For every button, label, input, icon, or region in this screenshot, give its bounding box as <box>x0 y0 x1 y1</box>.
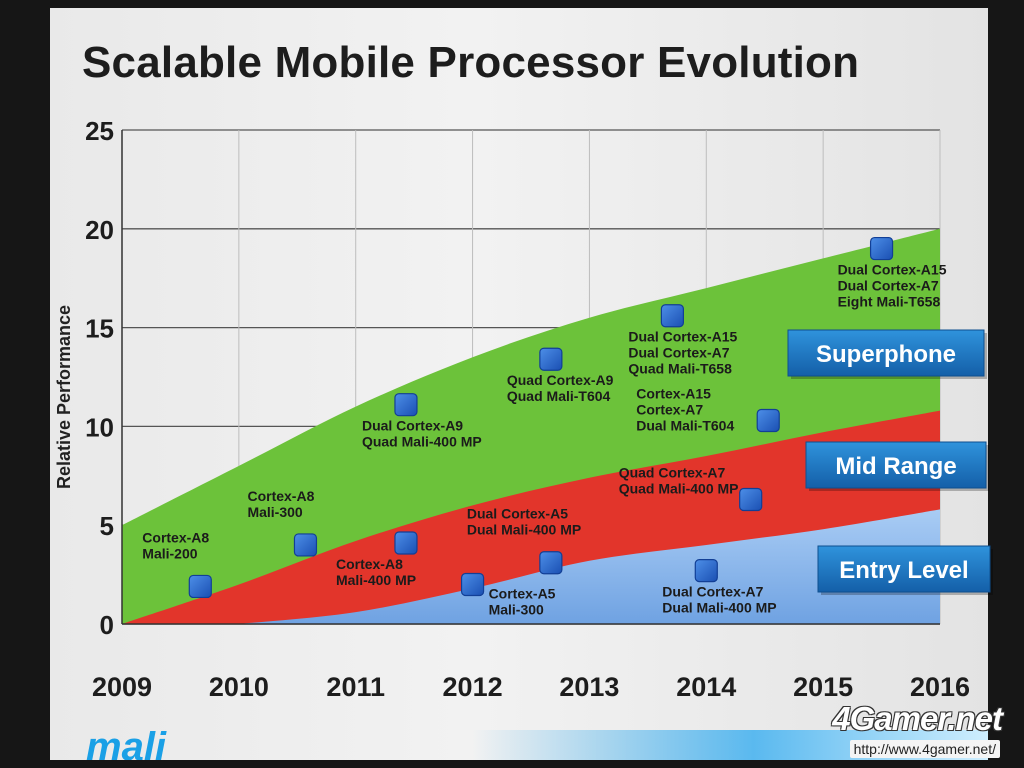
data-point-label-line: Quad Cortex-A7 <box>619 465 726 481</box>
data-point-marker <box>539 347 563 371</box>
area-layer <box>122 228 940 625</box>
data-point-label-line: Mali-300 <box>247 504 302 520</box>
y-tick-label: 25 <box>85 116 114 146</box>
data-point-label: Dual Cortex-A9 Quad Mali-400 MP <box>362 418 482 450</box>
chart-title: Scalable Mobile Processor Evolution <box>82 38 860 87</box>
data-point-label-line: Quad Mali-400 MP <box>362 434 482 450</box>
data-point-label-line: Dual Cortex-A9 <box>362 418 463 434</box>
legend-box-mid-range <box>805 441 987 489</box>
data-point-marker <box>660 304 684 328</box>
data-point-label-line: Cortex-A8 <box>247 488 314 504</box>
data-point-label: Dual Cortex-A5 Dual Mali-400 MP <box>467 506 581 538</box>
data-point-marker <box>539 551 563 575</box>
watermark-url: http://www.4gamer.net/ <box>849 740 1000 758</box>
data-point-label-line: Dual Mali-400 MP <box>467 522 581 538</box>
data-point-marker <box>460 572 485 597</box>
data-point-label-line: Cortex-A7 <box>636 401 703 417</box>
data-point-marker <box>756 408 780 433</box>
data-point-label-line: Mali-400 MP <box>336 572 416 588</box>
x-tick-label: 2015 <box>793 672 853 702</box>
mali-logo: mali <box>86 725 167 760</box>
y-tick-label: 0 <box>100 610 114 640</box>
data-point-label-line: Dual Cortex-A7 <box>662 584 763 600</box>
data-point-label-line: Dual Cortex-A5 <box>467 506 568 522</box>
data-point-marker <box>394 393 418 417</box>
data-point-label-line: Dual Cortex-A15 <box>628 329 737 345</box>
data-point-marker <box>394 531 418 555</box>
data-point-label-line: Quad Mali-400 MP <box>619 481 739 497</box>
area-entry-level <box>238 509 940 624</box>
watermark-brand: 4Gamer.net <box>832 700 1003 737</box>
data-point-label-line: Dual Mali-T604 <box>636 417 734 433</box>
x-tick-label: 2011 <box>326 672 385 702</box>
x-tick-label: 2016 <box>910 672 970 702</box>
legend-label: Entry Level <box>839 557 968 584</box>
data-point-label-line: Quad Mali-T658 <box>628 361 732 377</box>
data-point-label: Dual Cortex-A15 Dual Cortex-A7 Eight Mali-… <box>838 262 947 310</box>
x-tick-label: 2009 <box>92 672 152 702</box>
legend: Superphone Mid Range Entry Level <box>787 329 993 595</box>
data-point-label-line: Mali-200 <box>142 545 197 561</box>
data-point-label-line: Dual Cortex-A7 <box>628 345 729 361</box>
data-point-marker <box>293 533 318 557</box>
data-point-label: Cortex-A5 Mali-300 <box>489 585 556 617</box>
data-point-label: Dual Cortex-A7 Dual Mali-400 MP <box>662 584 776 616</box>
y-tick-label: 5 <box>100 511 114 541</box>
legend-label: Mid Range <box>835 453 956 480</box>
y-tick-label: 20 <box>85 215 114 245</box>
data-point-label-line: Cortex-A8 <box>142 529 209 545</box>
x-tick-label: 2010 <box>209 672 269 702</box>
y-tick-label: 15 <box>85 314 114 344</box>
data-point-marker <box>188 574 212 599</box>
footer-band <box>50 730 988 760</box>
data-point-marker <box>694 559 718 583</box>
data-point-label-line: Eight Mali-T658 <box>838 294 941 310</box>
data-point-label-line: Cortex-A15 <box>636 385 711 401</box>
y-tick-label: 10 <box>85 412 114 442</box>
data-point-label: Cortex-A8 Mali-300 <box>247 488 314 520</box>
legend-box-superphone <box>787 329 985 377</box>
data-point-label: Quad Cortex-A7 Quad Mali-400 MP <box>619 465 739 497</box>
x-tick-label: 2013 <box>559 672 619 702</box>
data-point-label: Cortex-A15 Cortex-A7 Dual Mali-T604 <box>636 385 734 433</box>
axes: 0 5 10 15 20 25 2009 2010 2011 2012 2013 2014 2015 20… <box>54 116 970 702</box>
data-point-label-line: Dual Mali-400 MP <box>662 600 776 616</box>
data-point-marker <box>869 236 894 261</box>
data-point-label-line: Cortex-A8 <box>336 556 403 572</box>
data-point-label: Quad Cortex-A9 Quad Mali-T604 <box>507 372 614 404</box>
y-axis-label: Relative Performance <box>54 305 74 489</box>
data-point-label-line: Dual Cortex-A7 <box>838 278 939 294</box>
data-point-label-line: Cortex-A5 <box>489 585 556 601</box>
data-point-label: Cortex-A8 Mali-200 <box>142 529 209 561</box>
x-tick-label: 2012 <box>443 672 503 702</box>
data-point-label: Dual Cortex-A15 Dual Cortex-A7 Quad Mali-T… <box>628 329 737 377</box>
data-point-label-line: Mali-300 <box>489 601 544 617</box>
data-point-label-line: Quad Cortex-A9 <box>507 372 614 388</box>
legend-label: Superphone <box>816 341 956 368</box>
legend-box-entry-level <box>817 545 991 593</box>
x-tick-label: 2014 <box>676 672 736 702</box>
data-point-label-line: Quad Mali-T604 <box>507 388 611 404</box>
data-point-label: Cortex-A8 Mali-400 MP <box>336 556 416 588</box>
data-point-marker <box>739 487 763 512</box>
data-point-label-line: Dual Cortex-A15 <box>838 262 947 278</box>
